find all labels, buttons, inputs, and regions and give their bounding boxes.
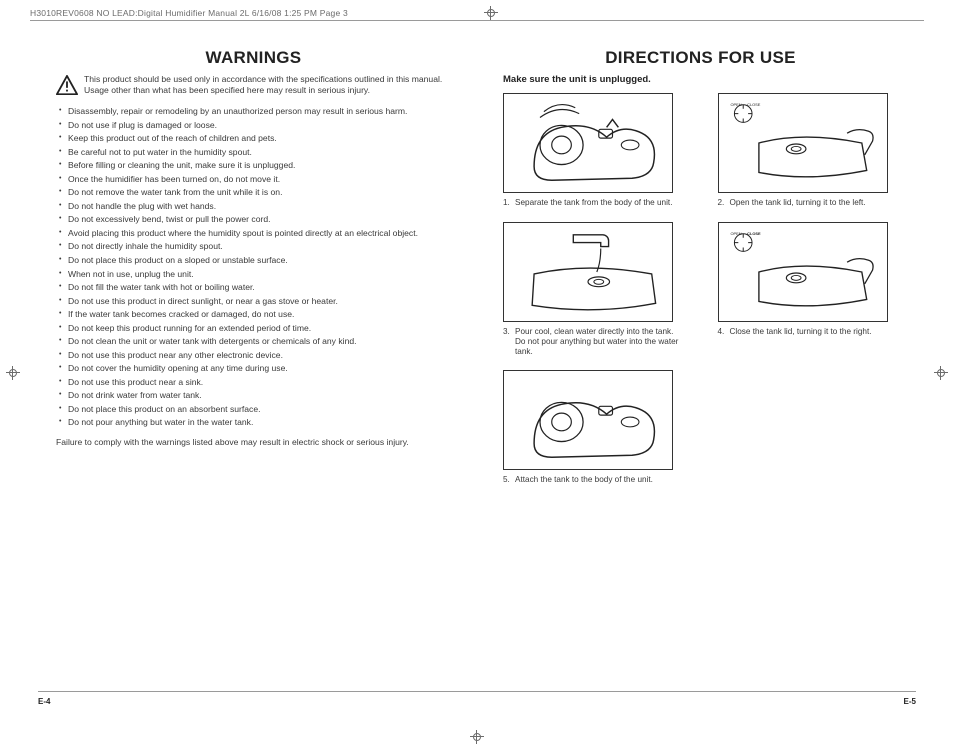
warning-item: Be careful not to put water in the humid…: [59, 147, 451, 158]
warning-item: Keep this product out of the reach of ch…: [59, 133, 451, 144]
step-text: Separate the tank from the body of the u…: [515, 198, 672, 208]
step-caption: 1.Separate the tank from the body of the…: [503, 198, 684, 208]
page-number-left: E-4: [38, 697, 50, 706]
warning-item: Do not place this product on an absorben…: [59, 404, 451, 415]
step: 1.Separate the tank from the body of the…: [503, 93, 684, 208]
warning-item: Do not place this product on a sloped or…: [59, 255, 451, 266]
warnings-list: Disassembly, repair or remodeling by an …: [56, 106, 451, 429]
step-illustration: OPEN CLOSE: [718, 93, 888, 193]
directions-subhead: Make sure the unit is unplugged.: [503, 74, 898, 85]
step-number: 4.: [718, 327, 730, 337]
warning-item: Disassembly, repair or remodeling by an …: [59, 106, 451, 117]
warning-item: Do not fill the water tank with hot or b…: [59, 282, 451, 293]
step-caption: 2.Open the tank lid, turning it to the l…: [718, 198, 899, 208]
step-caption: 5.Attach the tank to the body of the uni…: [503, 475, 684, 485]
print-header: H3010REV0608 NO LEAD:Digital Humidifier …: [30, 8, 348, 18]
warning-item: Do not use this product near a sink.: [59, 377, 451, 388]
registration-mark-top: [484, 6, 498, 20]
registration-mark-left: [6, 366, 20, 380]
svg-text:CLOSE: CLOSE: [747, 102, 761, 107]
warning-item: Do not keep this product running for an …: [59, 323, 451, 334]
step-text: Open the tank lid, turning it to the lef…: [730, 198, 866, 208]
step-illustration: [503, 370, 673, 470]
svg-text:OPEN: OPEN: [730, 231, 741, 236]
right-column: DIRECTIONS FOR USE Make sure the unit is…: [477, 38, 916, 712]
step-caption: 3.Pour cool, clean water directly into t…: [503, 327, 684, 357]
warning-item: Do not cover the humidity opening at any…: [59, 363, 451, 374]
warnings-title: WARNINGS: [56, 48, 451, 68]
warning-item: If the water tank becomes cracked or dam…: [59, 309, 451, 320]
step-illustration: OPEN CLOSE: [718, 222, 888, 322]
step: 5.Attach the tank to the body of the uni…: [503, 370, 684, 485]
left-column: WARNINGS This product should be used onl…: [38, 38, 477, 712]
warning-item: Do not use this product near any other e…: [59, 350, 451, 361]
directions-title: DIRECTIONS FOR USE: [503, 48, 898, 68]
warning-item: Before filling or cleaning the unit, mak…: [59, 160, 451, 171]
steps-grid: 1.Separate the tank from the body of the…: [503, 93, 898, 485]
warnings-footer: Failure to comply with the warnings list…: [56, 437, 451, 448]
step-number: 5.: [503, 475, 515, 485]
step-number: 2.: [718, 198, 730, 208]
svg-text:OPEN: OPEN: [730, 102, 741, 107]
warning-item: Do not use if plug is damaged or loose.: [59, 120, 451, 131]
step: OPEN CLOSE 4.Close the tank lid, turning i…: [718, 222, 899, 357]
step-number: 1.: [503, 198, 515, 208]
registration-mark-right: [934, 366, 948, 380]
warning-item: Do not pour anything but water in the wa…: [59, 417, 451, 428]
warning-item: Do not excessively bend, twist or pull t…: [59, 214, 451, 225]
warning-item: Once the humidifier has been turned on, …: [59, 174, 451, 185]
warning-item: Do not drink water from water tank.: [59, 390, 451, 401]
warnings-intro: This product should be used only in acco…: [84, 74, 451, 100]
step: 3.Pour cool, clean water directly into t…: [503, 222, 684, 357]
step-caption: 4.Close the tank lid, turning it to the …: [718, 327, 899, 337]
warning-item: Do not use this product in direct sunlig…: [59, 296, 451, 307]
step-text: Pour cool, clean water directly into the…: [515, 327, 684, 357]
warning-triangle-icon: [56, 74, 78, 100]
svg-text:CLOSE: CLOSE: [747, 231, 761, 236]
registration-mark-bottom: [470, 730, 484, 744]
warning-item: Do not directly inhale the humidity spou…: [59, 241, 451, 252]
warning-item: When not in use, unplug the unit.: [59, 269, 451, 280]
step-text: Attach the tank to the body of the unit.: [515, 475, 653, 485]
footer-rule: [38, 691, 916, 692]
page-number-right: E-5: [904, 697, 916, 706]
step: OPEN CLOSE 2.Open the tank lid, turning it…: [718, 93, 899, 208]
step-number: 3.: [503, 327, 515, 357]
header-rule: [30, 20, 924, 21]
step-illustration: [503, 93, 673, 193]
warning-item: Do not clean the unit or water tank with…: [59, 336, 451, 347]
warning-item: Do not handle the plug with wet hands.: [59, 201, 451, 212]
step-illustration: [503, 222, 673, 322]
step-text: Close the tank lid, turning it to the ri…: [730, 327, 872, 337]
warning-item: Do not remove the water tank from the un…: [59, 187, 451, 198]
warning-item: Avoid placing this product where the hum…: [59, 228, 451, 239]
